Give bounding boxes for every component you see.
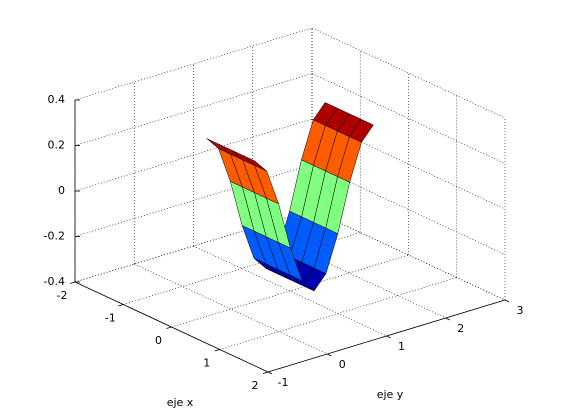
- x-tick-label: 0: [155, 334, 162, 347]
- z-tick-label: 0: [58, 184, 65, 197]
- surface: [206, 102, 374, 292]
- z-tick-label: -0.2: [44, 230, 65, 243]
- y-tick: [386, 335, 391, 339]
- grid-line: [74, 209, 313, 283]
- grid-line: [311, 164, 506, 255]
- grid-line: [311, 73, 506, 164]
- x-axis-label: eje x: [167, 396, 194, 409]
- y-tick-label: -1: [278, 376, 289, 389]
- grid-line: [74, 73, 313, 146]
- x-tick: [69, 281, 76, 284]
- x-tick-label: -2: [57, 289, 68, 302]
- y-tick-label: 1: [398, 340, 405, 353]
- z-tick-label: -0.4: [44, 275, 65, 288]
- x-tick-label: -1: [105, 312, 116, 325]
- grid-line: [134, 263, 328, 355]
- x-tick: [262, 371, 269, 374]
- axes: -2 -1 0 1 2 -1 0 1 2 3 -0.4 -0.2 0 0.2 0.4: [44, 93, 524, 392]
- y-tick-label: 3: [517, 304, 524, 317]
- grid-line: [311, 118, 506, 210]
- z-tick-label: 0.4: [48, 93, 66, 106]
- y-tick-label: 2: [457, 322, 464, 335]
- y-axis-label: eje y: [377, 388, 404, 401]
- grid-line: [123, 232, 361, 305]
- grid-line: [74, 118, 313, 192]
- surface-face: [349, 119, 374, 143]
- y-tick: [267, 371, 273, 375]
- x-tick: [118, 304, 124, 307]
- y-tick: [504, 299, 510, 303]
- surface-face: [242, 155, 267, 172]
- x-tick: [166, 326, 172, 329]
- grid-line: [193, 245, 387, 337]
- grid-line: [74, 27, 313, 101]
- x-tick: [214, 349, 220, 352]
- grid-line: [311, 209, 506, 301]
- z-tick-label: 0.2: [48, 139, 66, 152]
- grid-line: [252, 227, 446, 319]
- y-tick: [445, 317, 450, 321]
- grid-line: [311, 27, 506, 119]
- grid-line: [74, 164, 313, 237]
- y-tick: [327, 353, 332, 357]
- x-tick-label: 1: [203, 357, 210, 370]
- y-tick-label: 0: [339, 358, 346, 371]
- grid-line: [171, 254, 409, 328]
- x-tick-label: 2: [252, 379, 259, 392]
